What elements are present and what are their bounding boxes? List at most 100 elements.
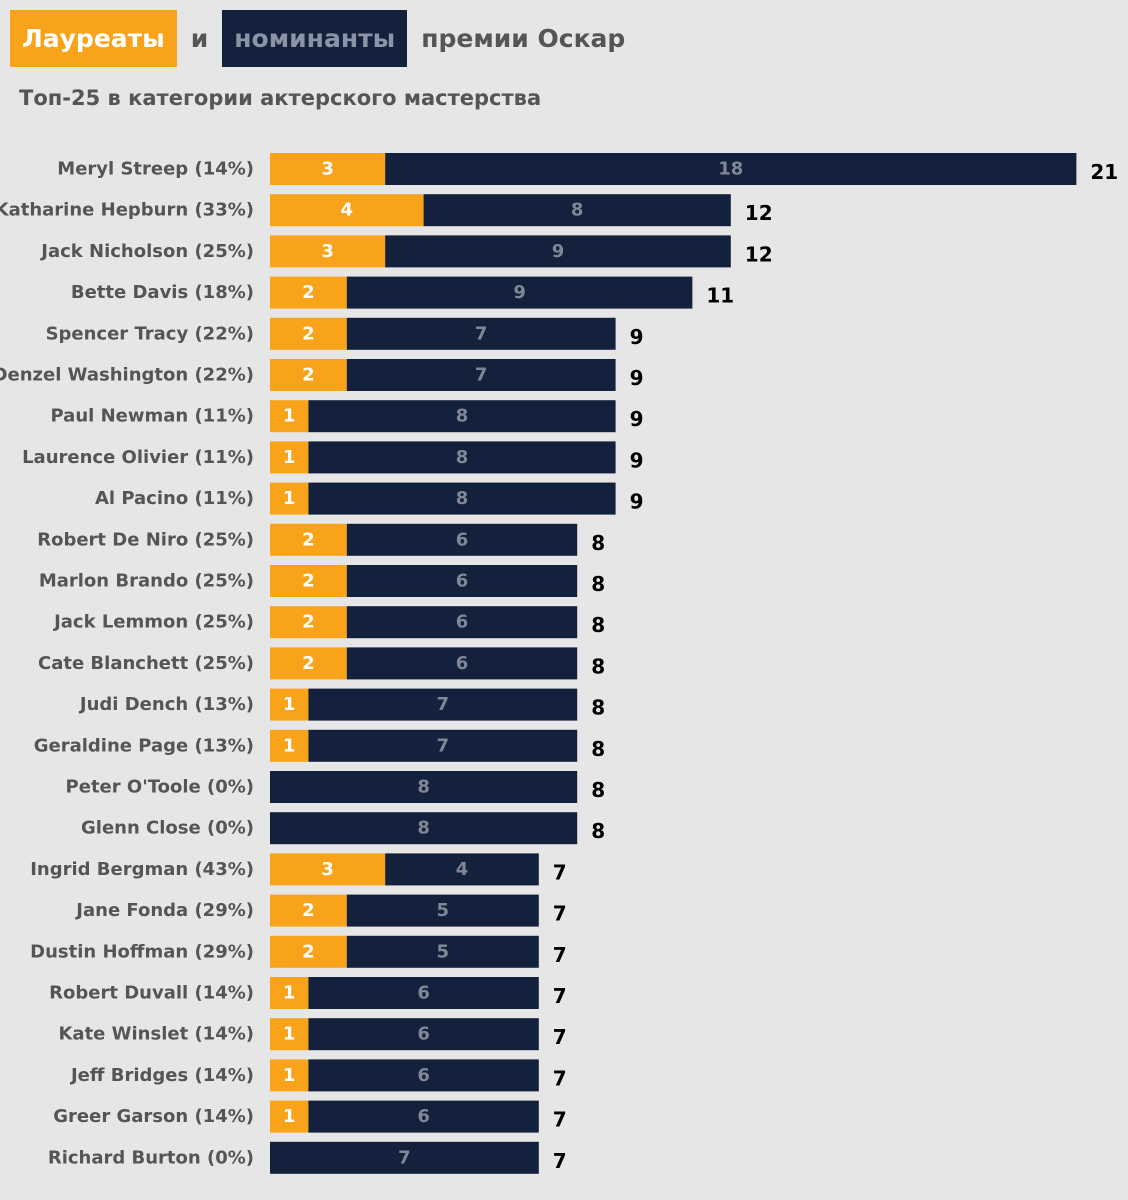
bar-winners: [270, 235, 386, 268]
data-label-nominees: 7: [437, 694, 450, 715]
bar-winners: [270, 1100, 309, 1133]
data-label-nominees: 7: [475, 323, 488, 344]
category-label: Ingrid Bergman (43%): [30, 859, 254, 880]
bar-nominees: [308, 1018, 539, 1051]
bar-nominees: [308, 441, 616, 474]
total-label: 7: [553, 943, 567, 967]
data-label-winners: 1: [283, 447, 296, 468]
category-label: Geraldine Page (13%): [34, 735, 254, 756]
total-label: 8: [591, 531, 605, 555]
data-label-nominees: 6: [456, 571, 469, 592]
total-label: 7: [553, 860, 567, 884]
data-label-nominees: 6: [456, 529, 469, 550]
bar-winners: [270, 853, 386, 886]
total-label: 8: [591, 737, 605, 761]
total-label: 12: [745, 242, 773, 266]
category-label: Marlon Brando (25%): [39, 571, 254, 592]
data-label-winners: 1: [283, 488, 296, 509]
total-label: 9: [630, 407, 644, 431]
bar-winners: [270, 400, 309, 433]
category-label: Jack Nicholson (25%): [39, 241, 254, 262]
data-label-winners: 2: [302, 529, 315, 550]
data-label-nominees: 6: [417, 983, 430, 1004]
data-label-winners: 1: [283, 1024, 296, 1045]
bar-winners: [270, 894, 347, 927]
bar-nominees: [308, 482, 616, 515]
data-label-nominees: 6: [456, 612, 469, 633]
data-label-winners: 1: [283, 694, 296, 715]
bar-nominees: [346, 276, 693, 309]
category-label: Jane Fonda (29%): [74, 900, 254, 921]
bar-nominees: [270, 812, 578, 845]
bar-winners: [270, 194, 424, 227]
category-label: Katharine Hepburn (33%): [0, 200, 254, 221]
bar-nominees: [346, 565, 578, 597]
data-label-nominees: 9: [552, 241, 565, 262]
total-label: 7: [553, 902, 567, 926]
data-label-nominees: 6: [417, 1024, 430, 1045]
data-label-nominees: 8: [417, 777, 430, 798]
bar-winners: [270, 1018, 309, 1051]
data-label-winners: 2: [302, 612, 315, 633]
bar-nominees: [346, 317, 616, 350]
category-label: Bette Davis (18%): [71, 282, 254, 303]
bar-nominees: [346, 894, 539, 927]
category-label: Jeff Bridges (14%): [69, 1065, 254, 1086]
bar-winners: [270, 153, 386, 185]
total-label: 21: [1090, 160, 1118, 184]
bar-nominees: [346, 606, 578, 639]
chart-header: Лауреаты и номинанты премии Оскар: [10, 10, 639, 67]
category-label: Denzel Washington (22%): [0, 365, 254, 386]
data-label-winners: 3: [321, 159, 334, 180]
bar-winners: [270, 729, 309, 762]
bar-winners: [270, 935, 347, 968]
category-label: Dustin Hoffman (29%): [30, 941, 254, 962]
bar-winners: [270, 482, 309, 515]
bar-winners: [270, 565, 347, 597]
data-label-winners: 3: [321, 859, 334, 880]
total-label: 8: [591, 696, 605, 720]
total-label: 11: [706, 284, 734, 308]
bar-nominees: [346, 647, 578, 680]
header-suffix: премии Оскар: [421, 24, 626, 53]
data-label-nominees: 5: [437, 941, 450, 962]
bar-nominees: [346, 359, 616, 391]
bar-winners: [270, 977, 309, 1009]
category-label: Paul Newman (11%): [50, 406, 254, 427]
data-label-winners: 4: [341, 200, 354, 221]
category-label: Meryl Streep (14%): [57, 159, 254, 180]
data-label-winners: 3: [321, 241, 334, 262]
total-label: 8: [591, 778, 605, 802]
data-label-nominees: 7: [437, 735, 450, 756]
bar-nominees: [308, 688, 578, 721]
bar-nominees: [308, 1100, 539, 1133]
bar-winners: [270, 606, 347, 639]
total-label: 8: [591, 613, 605, 637]
bar-winners: [270, 359, 347, 391]
total-label: 7: [553, 1025, 567, 1049]
total-label: 8: [591, 819, 605, 843]
bar-nominees: [346, 935, 539, 968]
data-label-nominees: 6: [456, 653, 469, 674]
data-label-nominees: 8: [417, 818, 430, 839]
legend-winners-chip: Лауреаты: [10, 10, 177, 67]
bar-nominees: [385, 153, 1077, 185]
data-label-winners: 2: [302, 571, 315, 592]
data-label-nominees: 7: [475, 365, 488, 386]
data-label-nominees: 7: [398, 1147, 411, 1168]
total-label: 9: [630, 490, 644, 514]
bar-winners: [270, 523, 347, 556]
data-label-nominees: 18: [718, 159, 743, 180]
bar-nominees: [385, 235, 731, 268]
data-label-winners: 2: [302, 653, 315, 674]
legend-nominees-chip: номинанты: [222, 10, 408, 67]
bar-nominees: [308, 977, 539, 1009]
category-label: Glenn Close (0%): [81, 818, 254, 839]
chart-subtitle: Топ-25 в категории актерского мастерства: [19, 86, 542, 110]
data-label-nominees: 6: [417, 1106, 430, 1127]
data-label-nominees: 8: [571, 200, 584, 221]
bar-winners: [270, 317, 347, 350]
bar-nominees: [308, 729, 578, 762]
total-label: 12: [745, 201, 773, 225]
